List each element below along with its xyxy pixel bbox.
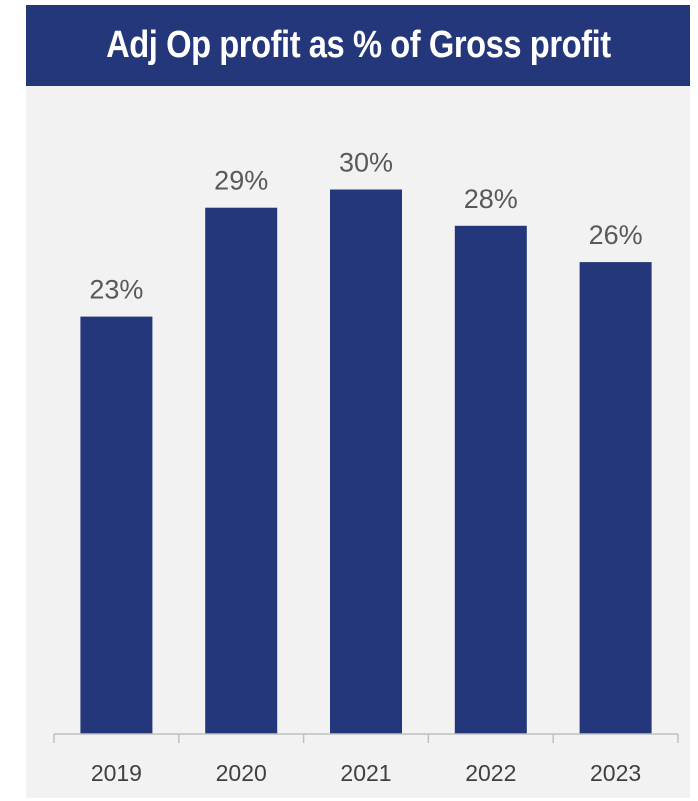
bar-2022	[454, 225, 527, 735]
x-tick-label-2020: 2020	[216, 760, 267, 786]
bar-2021	[330, 189, 402, 734]
x-tick-label-2023: 2023	[590, 760, 641, 786]
bar-2019	[80, 316, 153, 734]
value-label-2020: 29%	[214, 166, 268, 196]
x-tick-labels-layer: 2019 2020 2021 2022 2023	[91, 760, 641, 786]
value-label-2019: 23%	[89, 275, 143, 305]
value-labels-layer: 23% 29% 30% 28% 26%	[89, 148, 642, 305]
x-axis	[53, 733, 679, 743]
value-label-2023: 26%	[589, 220, 643, 250]
x-tick-label-2021: 2021	[340, 760, 391, 786]
bars-layer	[80, 189, 652, 735]
bar-2020	[205, 207, 278, 734]
x-tick-label-2019: 2019	[91, 760, 142, 786]
value-label-2021: 30%	[339, 148, 393, 178]
chart-title-banner: Adj Op profit as % of Gross profit	[26, 5, 690, 86]
chart-title: Adj Op profit as % of Gross profit	[105, 24, 611, 66]
bar-2023	[579, 262, 652, 734]
x-tick-label-2022: 2022	[465, 760, 516, 786]
value-label-2022: 28%	[464, 184, 518, 214]
